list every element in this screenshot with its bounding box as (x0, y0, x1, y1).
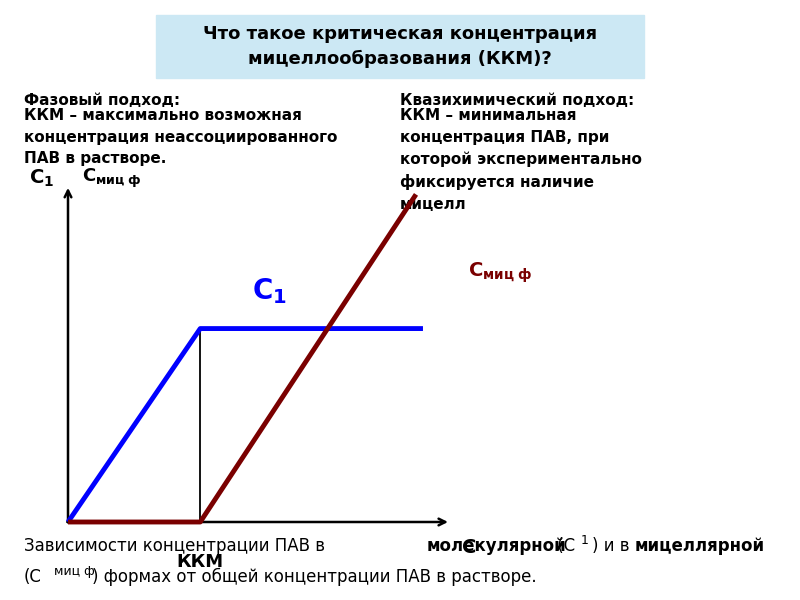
Text: молекулярной: молекулярной (426, 537, 566, 555)
Text: (С: (С (552, 537, 575, 555)
Text: мицеллярной: мицеллярной (634, 537, 765, 555)
Text: (С: (С (24, 568, 42, 586)
Text: $\mathbf{C_{миц\ ф}}$: $\mathbf{C_{миц\ ф}}$ (468, 260, 533, 284)
Text: Квазихимический подход:: Квазихимический подход: (400, 93, 634, 108)
Text: ККМ: ККМ (177, 553, 224, 571)
Text: 1: 1 (581, 533, 589, 547)
Text: Зависимости концентрации ПАВ в: Зависимости концентрации ПАВ в (24, 537, 330, 555)
Text: ) и в: ) и в (592, 537, 634, 555)
Text: $\mathbf{C}$: $\mathbf{C}$ (461, 538, 476, 557)
Text: ККМ – максимально возможная
концентрация неассоциированного
ПАВ в растворе.: ККМ – максимально возможная концентрация… (24, 108, 338, 166)
Text: Фазовый подход:: Фазовый подход: (24, 93, 180, 108)
Text: ККМ – минимальная
концентрация ПАВ, при
которой экспериментально
фиксируется нал: ККМ – минимальная концентрация ПАВ, при … (400, 108, 642, 212)
Text: ) формах от общей концентрации ПАВ в растворе.: ) формах от общей концентрации ПАВ в рас… (92, 568, 537, 586)
Text: Что такое критическая концентрация
мицеллообразования (ККМ)?: Что такое критическая концентрация мицел… (203, 25, 597, 68)
Text: $\mathbf{C_{миц\ ф}}$: $\mathbf{C_{миц\ ф}}$ (82, 167, 142, 190)
Text: миц ф: миц ф (54, 565, 95, 578)
Text: $\mathbf{C_1}$: $\mathbf{C_1}$ (29, 168, 54, 190)
FancyBboxPatch shape (156, 15, 644, 78)
Text: $\mathbf{C_1}$: $\mathbf{C_1}$ (252, 276, 287, 306)
